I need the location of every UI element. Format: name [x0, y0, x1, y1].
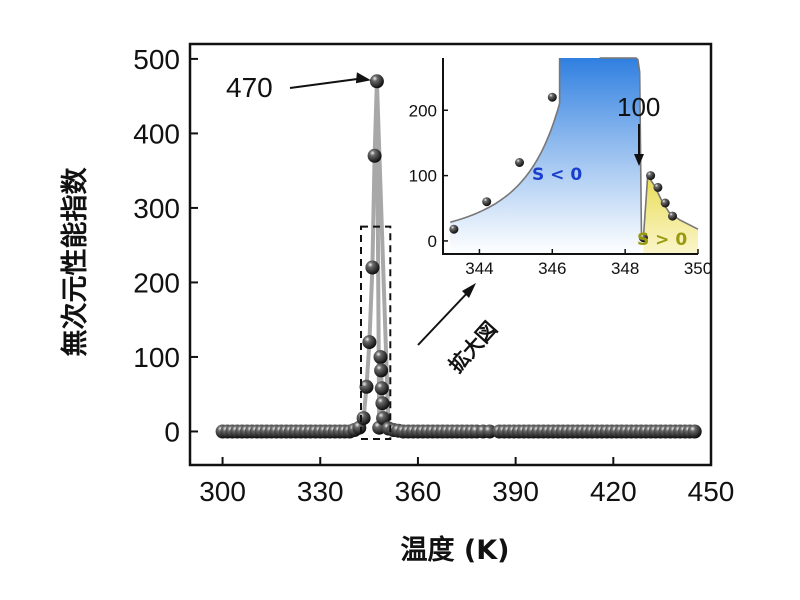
data-point: [356, 411, 371, 426]
y-tick-label: 500: [133, 44, 180, 75]
region-label-positive: S > 0: [637, 230, 687, 250]
region-label-negative: S < 0: [532, 165, 582, 185]
x-tick-label: 450: [688, 476, 735, 507]
inset-data-point: [668, 211, 677, 221]
inset-chart: 0 100 200 344 346 348 350 S < 0 S > 0 100: [409, 57, 712, 278]
inset-data-point: [653, 182, 663, 192]
main-data-points: [215, 74, 702, 439]
zoom-arrow: [417, 283, 476, 346]
inset-data-point: [482, 197, 492, 207]
main-x-tick-labels: 300 330 360 390 420 450: [199, 476, 734, 507]
x-tick-label: 420: [590, 476, 637, 507]
inset-data-points: [449, 92, 677, 243]
data-point: [687, 424, 702, 439]
x-axis-label: 温度 (K): [400, 534, 509, 566]
inset-y-tick-label: 200: [409, 101, 437, 120]
y-tick-label: 200: [133, 267, 180, 298]
inset-y-tick-label: 0: [428, 232, 437, 251]
y-tick-label: 300: [133, 193, 180, 224]
inset-annotation: 100: [617, 92, 660, 166]
main-axis-ticks: [190, 57, 712, 465]
data-point: [374, 381, 389, 396]
inset-negative-region: [450, 58, 642, 254]
inset-y-tick-label: 100: [409, 167, 437, 186]
inset-x-tick-label: 350: [684, 259, 712, 278]
data-point: [375, 396, 390, 411]
peak-annotation: 470: [226, 72, 371, 103]
data-point: [376, 411, 391, 426]
inset-x-tick-label: 346: [538, 259, 566, 278]
x-tick-label: 390: [492, 476, 539, 507]
y-tick-label: 400: [133, 118, 180, 149]
inset-data-point: [547, 92, 557, 102]
zoom-region-box: [360, 225, 392, 440]
inset-x-tick-label: 344: [465, 259, 493, 278]
inset-x-tick-label: 348: [611, 259, 639, 278]
inset-x-tick-labels: 344 346 348 350: [465, 259, 712, 278]
y-axis-label: 無次元性能指数: [59, 167, 91, 357]
data-point: [374, 363, 389, 378]
y-tick-label: 0: [164, 416, 180, 447]
data-point: [359, 379, 374, 394]
data-point: [362, 335, 377, 350]
x-tick-label: 300: [199, 476, 246, 507]
data-point: [367, 148, 382, 163]
data-point: [365, 260, 380, 275]
data-point: [482, 424, 497, 439]
inset-annotation-label: 100: [617, 92, 660, 122]
inset-data-point: [646, 171, 656, 181]
inset-axes: [442, 58, 698, 255]
inset-data-point: [638, 233, 648, 243]
inset-data-point: [515, 158, 524, 167]
y-tick-label: 100: [133, 342, 180, 373]
data-point: [369, 74, 384, 89]
data-point: [373, 350, 388, 364]
zoom-label: 拡大図: [444, 317, 502, 378]
main-plot-frame: [188, 42, 713, 467]
x-tick-label: 360: [395, 476, 442, 507]
inset-data-point: [449, 224, 459, 234]
inset-axis-ticks: [443, 109, 699, 254]
peak-annotation-label: 470: [226, 72, 273, 103]
main-y-tick-labels: 0 100 200 300 400 500: [133, 44, 180, 448]
inset-y-tick-labels: 0 100 200: [409, 101, 437, 251]
inset-data-point: [660, 198, 670, 208]
x-tick-label: 330: [297, 476, 344, 507]
